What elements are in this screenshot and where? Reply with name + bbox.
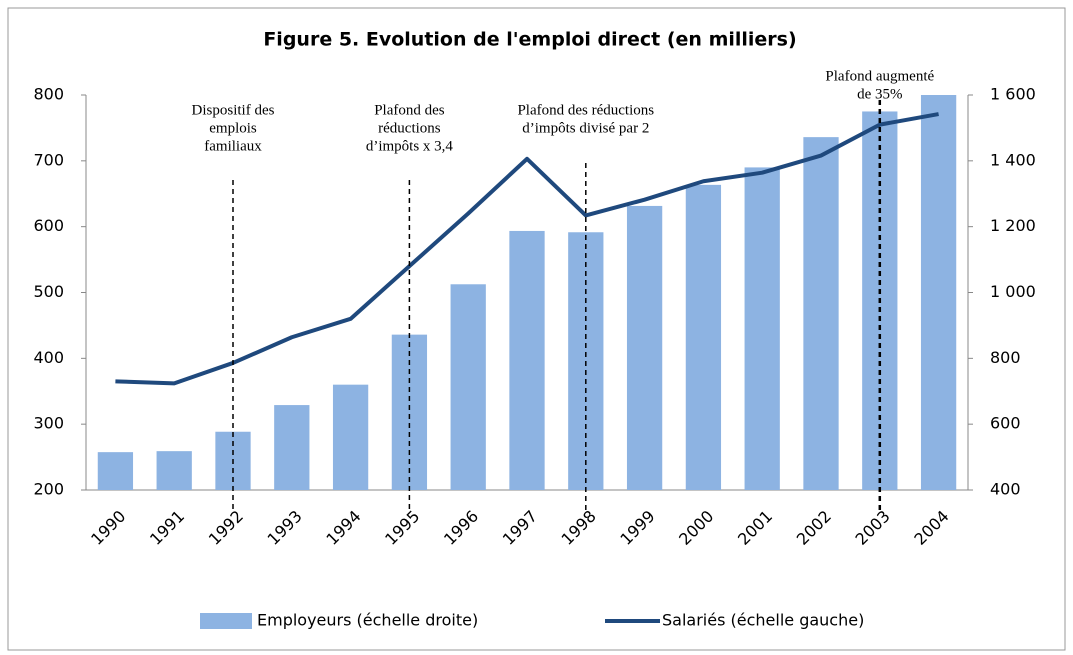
chart-title: Figure 5. Evolution de l'emploi direct (… <box>263 29 796 51</box>
y-tick-label: 600 <box>33 216 64 235</box>
bar <box>156 451 192 490</box>
annotation-text: Plafond des <box>374 102 445 118</box>
annotation-text: Plafond augmenté <box>825 68 934 84</box>
y-tick-label: 300 <box>33 414 64 433</box>
bar <box>97 452 134 490</box>
y-tick-label: 400 <box>33 348 64 367</box>
annotation-text: d’impôts divisé par 2 <box>522 120 649 136</box>
bar <box>391 334 428 490</box>
y-tick-label: 200 <box>33 480 64 499</box>
y2-tick-label: 800 <box>990 348 1021 367</box>
bar <box>509 230 545 490</box>
bar <box>803 137 839 490</box>
y2-tick-label: 600 <box>990 414 1021 433</box>
bar <box>332 384 369 490</box>
legend-label: Employeurs (échelle droite) <box>257 611 478 630</box>
bar <box>685 184 722 491</box>
annotation-text: d’impôts x 3,4 <box>366 138 454 154</box>
bar <box>744 167 780 490</box>
y-tick-label: 700 <box>33 150 64 169</box>
bar <box>626 205 663 490</box>
bar <box>274 405 310 490</box>
annotation-text: réductions <box>378 120 441 136</box>
y2-tick-label: 1 000 <box>990 282 1036 301</box>
legend-label: Salariés (échelle gauche) <box>662 611 864 630</box>
y2-tick-label: 1 600 <box>990 85 1036 104</box>
y-tick-label: 800 <box>33 85 64 104</box>
annotation-text: de 35% <box>857 86 902 102</box>
line <box>115 112 939 386</box>
y2-tick-label: 400 <box>990 480 1021 499</box>
bar <box>920 95 957 490</box>
y-tick-label: 500 <box>33 282 64 301</box>
annotation-text: emplois <box>209 120 257 136</box>
y2-tick-label: 1 200 <box>990 216 1036 235</box>
y2-tick-label: 1 400 <box>990 150 1036 169</box>
bar <box>450 284 486 490</box>
annotation-text: Dispositif des <box>192 102 275 118</box>
annotation-text: Plafond des réductions <box>517 102 654 118</box>
legend-swatch <box>200 613 252 629</box>
annotation-text: familiaux <box>204 138 262 154</box>
